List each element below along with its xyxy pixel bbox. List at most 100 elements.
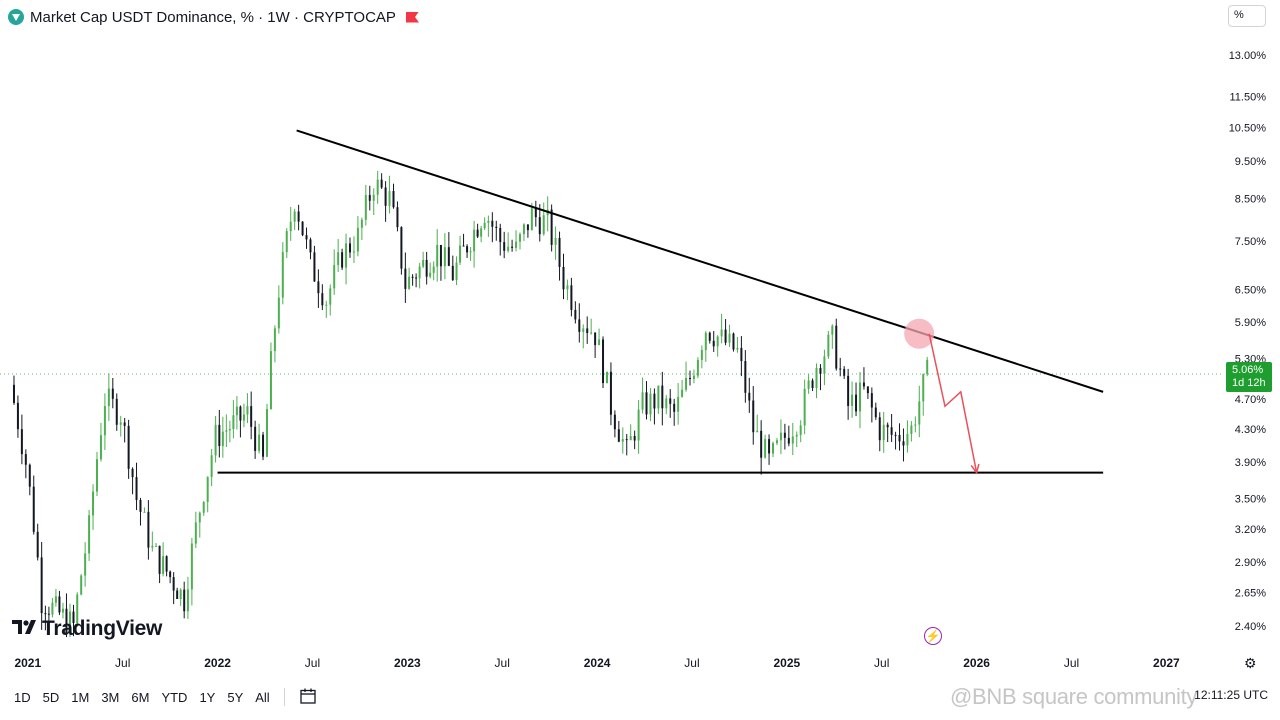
touch-highlight — [904, 318, 935, 349]
arrow-head — [970, 463, 980, 475]
candle-body — [625, 439, 628, 441]
candle-body — [24, 454, 27, 465]
candle — [368, 185, 371, 211]
flag-icon[interactable] — [405, 11, 419, 23]
x-tick-label: 2027 — [1153, 656, 1180, 670]
candle — [645, 381, 648, 420]
candle — [594, 332, 597, 358]
tradingview-logo[interactable]: TradingView — [12, 617, 162, 641]
y-tick-label: 13.00% — [1229, 50, 1267, 62]
y-tick-label: 9.50% — [1235, 156, 1266, 168]
candle — [345, 233, 348, 285]
candle-body — [665, 398, 668, 409]
candle — [598, 328, 601, 346]
calendar-range-icon[interactable] — [299, 687, 317, 708]
candle-body — [519, 234, 522, 242]
candle-body — [143, 511, 146, 513]
candle — [210, 449, 213, 487]
candle — [384, 181, 387, 222]
candle-body — [669, 398, 672, 404]
candle — [462, 233, 465, 247]
candle — [285, 228, 288, 259]
candle — [590, 318, 593, 335]
candle-body — [843, 368, 846, 376]
candle-body — [72, 611, 75, 624]
candle-body — [779, 432, 782, 441]
candle-body — [748, 392, 751, 401]
candle-body — [466, 246, 469, 253]
timeframe-5d[interactable]: 5D — [42, 689, 60, 705]
candle-body — [360, 219, 363, 228]
candle-body — [918, 401, 921, 425]
candle-body — [396, 207, 399, 228]
candle — [476, 223, 479, 239]
candle — [61, 602, 64, 619]
candle — [546, 196, 549, 232]
candle — [740, 336, 743, 377]
candle — [103, 393, 106, 451]
candle — [661, 371, 664, 426]
candle-body — [151, 545, 154, 548]
timeframe-1m[interactable]: 1M — [71, 689, 90, 705]
candle — [172, 572, 175, 605]
timeframe-6m[interactable]: 6M — [131, 689, 150, 705]
candle-body — [325, 304, 328, 306]
last-price-tag: 5.06% 1d 12h — [1226, 362, 1272, 392]
candle-body — [673, 403, 676, 412]
candle-body — [772, 443, 775, 454]
candle — [221, 416, 224, 458]
settings-gear-icon[interactable]: ⚙ — [1244, 655, 1257, 671]
candle — [831, 324, 834, 349]
candle — [20, 414, 23, 465]
candle-body — [866, 386, 869, 394]
timeframe-1y[interactable]: 1Y — [199, 689, 216, 705]
candle-body — [321, 293, 324, 306]
candle — [480, 225, 483, 243]
candle — [12, 375, 15, 405]
candle — [36, 523, 39, 561]
candle — [225, 414, 228, 448]
candle — [906, 420, 909, 453]
timeframe-5y[interactable]: 5Y — [227, 689, 244, 705]
candle-body — [570, 285, 573, 310]
candle-body — [418, 266, 421, 279]
timeframe-1d[interactable]: 1D — [14, 689, 31, 705]
candle-body — [54, 596, 57, 603]
candle-body — [158, 545, 161, 574]
candle-body — [44, 613, 47, 615]
candle — [522, 223, 525, 241]
candle — [764, 434, 767, 459]
candle — [665, 394, 668, 415]
candle-body — [732, 333, 735, 350]
candle — [783, 423, 786, 450]
timeframe-bar: 1D 5D 1M 3M 6M YTD 1Y 5Y All 12:11:25 UT… — [0, 683, 1280, 711]
timeframe-3m[interactable]: 3M — [101, 689, 120, 705]
candle-body — [752, 400, 755, 433]
utc-clock[interactable]: 12:11:25 UTC — [1194, 688, 1268, 702]
candle-body — [51, 602, 54, 615]
candle — [329, 284, 332, 316]
candle-body — [388, 191, 391, 206]
candle-body — [228, 429, 231, 431]
candle-body — [554, 238, 557, 245]
candle — [712, 330, 715, 352]
lightning-icon[interactable]: ⚡ — [924, 627, 942, 645]
candle — [68, 603, 71, 638]
timeframe-ytd[interactable]: YTD — [161, 689, 188, 705]
candle — [724, 319, 727, 346]
candle-body — [40, 557, 43, 614]
source-watermark: @BNB square community — [950, 684, 1198, 709]
candle — [799, 420, 802, 443]
candle-body — [235, 406, 238, 416]
candle-body — [429, 272, 432, 277]
candle — [404, 252, 407, 303]
x-tick-label: Jul — [495, 656, 510, 670]
candle-body — [815, 367, 818, 389]
candle — [534, 200, 537, 227]
timeframe-all[interactable]: All — [255, 689, 270, 705]
scale-mode-button[interactable]: % — [1228, 5, 1266, 27]
candle-body — [345, 243, 348, 268]
candle — [609, 362, 612, 426]
candle-body — [190, 543, 193, 590]
